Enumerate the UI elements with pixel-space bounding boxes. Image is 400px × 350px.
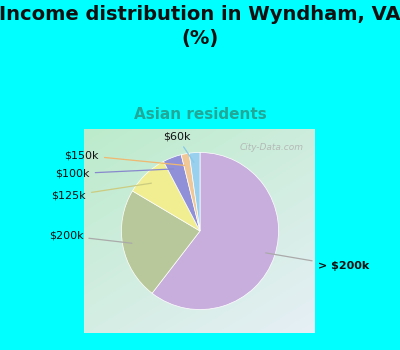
Wedge shape bbox=[132, 161, 200, 231]
Wedge shape bbox=[122, 191, 200, 293]
Text: $200k: $200k bbox=[49, 231, 132, 243]
Wedge shape bbox=[152, 153, 278, 309]
Text: > $200k: > $200k bbox=[266, 253, 369, 271]
Text: Income distribution in Wyndham, VA
(%): Income distribution in Wyndham, VA (%) bbox=[0, 5, 400, 48]
Wedge shape bbox=[189, 153, 200, 231]
Text: $60k: $60k bbox=[163, 132, 194, 162]
Text: $150k: $150k bbox=[64, 150, 185, 166]
Text: $125k: $125k bbox=[52, 183, 152, 201]
Wedge shape bbox=[164, 155, 200, 231]
Text: Asian residents: Asian residents bbox=[134, 107, 266, 122]
Wedge shape bbox=[181, 153, 200, 231]
Text: $100k: $100k bbox=[55, 169, 174, 179]
Text: City-Data.com: City-Data.com bbox=[240, 143, 304, 152]
